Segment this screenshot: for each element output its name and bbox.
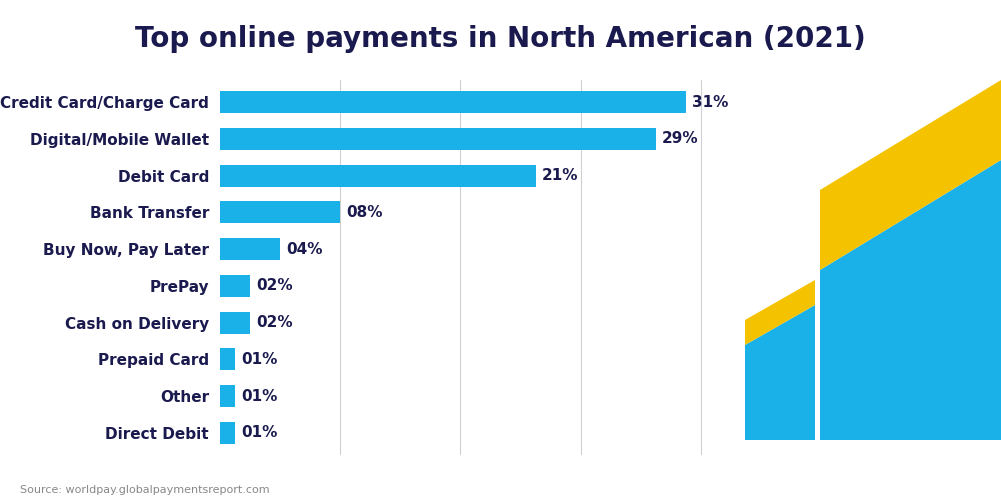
Bar <box>220 422 235 444</box>
Polygon shape <box>820 80 1001 270</box>
Bar <box>220 164 536 186</box>
Text: 01%: 01% <box>241 426 277 440</box>
Text: 01%: 01% <box>241 352 277 367</box>
Bar <box>220 312 250 334</box>
Polygon shape <box>745 305 815 440</box>
Text: 04%: 04% <box>286 242 322 256</box>
Bar <box>220 275 250 297</box>
Bar <box>220 202 340 224</box>
Text: 02%: 02% <box>256 315 293 330</box>
Text: 21%: 21% <box>542 168 578 183</box>
Bar <box>220 91 686 113</box>
Text: 02%: 02% <box>256 278 293 293</box>
Bar <box>220 238 280 260</box>
Text: 01%: 01% <box>241 388 277 404</box>
Text: Top online payments in North American (2021): Top online payments in North American (2… <box>135 25 866 53</box>
Bar <box>220 128 656 150</box>
Bar <box>220 348 235 370</box>
Text: Source: worldpay.globalpaymentsreport.com: Source: worldpay.globalpaymentsreport.co… <box>20 485 269 495</box>
Text: 08%: 08% <box>346 205 382 220</box>
Text: 29%: 29% <box>662 132 699 146</box>
Text: 31%: 31% <box>692 94 728 110</box>
Polygon shape <box>820 160 1001 440</box>
Polygon shape <box>745 280 815 345</box>
Bar <box>220 385 235 407</box>
